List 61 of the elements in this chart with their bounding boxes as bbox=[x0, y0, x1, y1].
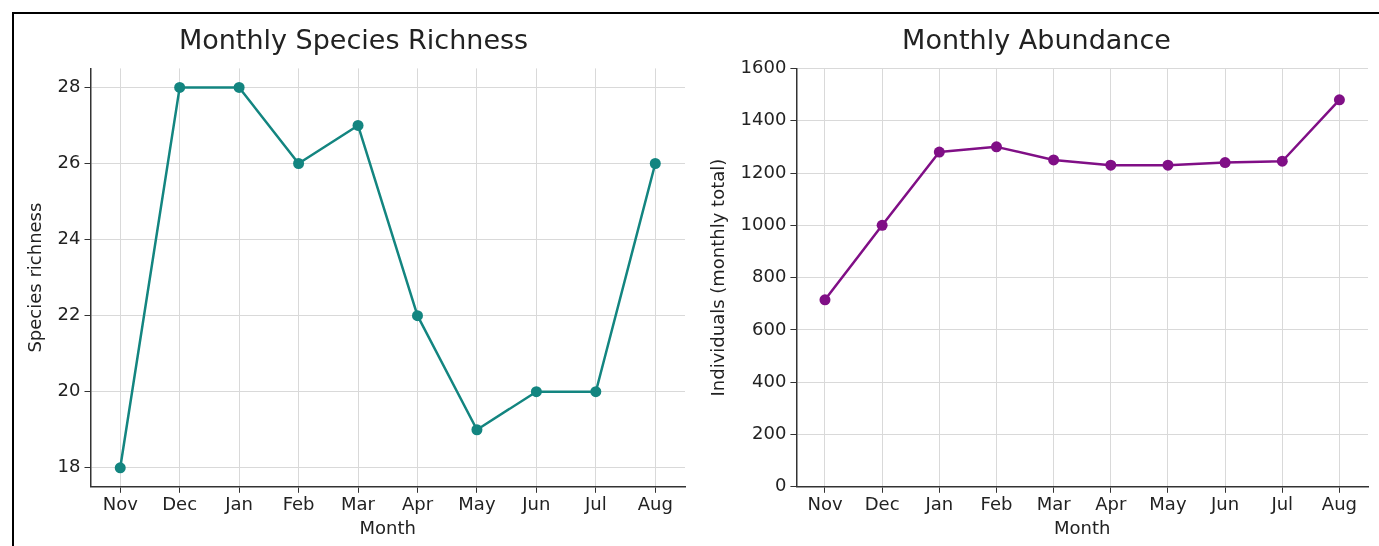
point bbox=[1105, 159, 1117, 171]
point bbox=[293, 157, 305, 169]
y-tick-label: 1200 bbox=[740, 160, 787, 182]
point bbox=[233, 81, 245, 93]
y-axis-title: Individuals (monthly total) bbox=[707, 158, 729, 397]
y-tick-label: 24 bbox=[57, 227, 81, 249]
x-tick-label: Dec bbox=[162, 493, 198, 515]
x-tick-label: Aug bbox=[637, 493, 673, 515]
x-tick-label: Jun bbox=[521, 493, 551, 515]
point bbox=[352, 119, 364, 131]
point bbox=[819, 294, 831, 306]
y-tick-label: 400 bbox=[752, 369, 787, 391]
x-tick-label: Mar bbox=[341, 493, 376, 515]
point bbox=[1048, 154, 1060, 166]
x-tick-label: Feb bbox=[980, 493, 1013, 515]
point bbox=[1219, 157, 1231, 169]
y-tick-label: 1600 bbox=[740, 56, 787, 78]
x-tick-label: Feb bbox=[282, 493, 315, 515]
y-tick-label: 1000 bbox=[740, 212, 787, 234]
x-axis-title: Month bbox=[359, 516, 416, 538]
x-tick-label: Dec bbox=[864, 493, 900, 515]
y-tick-label: 26 bbox=[57, 151, 81, 173]
x-tick-label: Nov bbox=[807, 493, 843, 515]
x-tick-label: Jul bbox=[1270, 493, 1294, 515]
point bbox=[876, 219, 888, 231]
y-axis-title: Species richness bbox=[24, 202, 46, 353]
point bbox=[590, 386, 602, 398]
x-tick-label: Mar bbox=[1036, 493, 1072, 515]
x-tick-label: Jan bbox=[224, 493, 253, 515]
y-tick-label: 18 bbox=[57, 455, 81, 477]
y-tick-label: 0 bbox=[774, 474, 787, 496]
y-tick-label: 800 bbox=[752, 265, 787, 287]
x-tick-label: Jan bbox=[924, 493, 954, 515]
point bbox=[530, 386, 542, 398]
y-tick-label: 1400 bbox=[740, 108, 787, 130]
point bbox=[990, 141, 1002, 153]
y-tick-label: 20 bbox=[57, 379, 81, 401]
x-tick-label: May bbox=[1149, 493, 1187, 515]
chart-title: Monthly Abundance bbox=[902, 24, 1171, 56]
point bbox=[174, 81, 186, 93]
x-tick-label: Apr bbox=[1095, 493, 1127, 515]
point bbox=[471, 424, 483, 436]
x-tick-label: Aug bbox=[1321, 493, 1357, 515]
point bbox=[1162, 159, 1174, 171]
x-tick-label: Nov bbox=[102, 493, 139, 515]
x-tick-label: May bbox=[458, 493, 496, 515]
x-axis-title: Month bbox=[1053, 516, 1111, 538]
point bbox=[114, 462, 126, 474]
point bbox=[1276, 155, 1288, 167]
point bbox=[411, 310, 423, 322]
point bbox=[1333, 94, 1345, 106]
y-tick-label: 200 bbox=[752, 422, 787, 444]
y-tick-label: 600 bbox=[752, 317, 787, 339]
point bbox=[649, 157, 661, 169]
x-tick-label: Apr bbox=[401, 493, 434, 515]
y-tick-label: 22 bbox=[57, 303, 81, 325]
chart-title: Monthly Species Richness bbox=[178, 24, 529, 56]
x-tick-label: Jul bbox=[583, 493, 607, 515]
point bbox=[933, 146, 945, 158]
y-tick-label: 28 bbox=[57, 75, 81, 97]
x-tick-label: Jun bbox=[1210, 493, 1240, 515]
